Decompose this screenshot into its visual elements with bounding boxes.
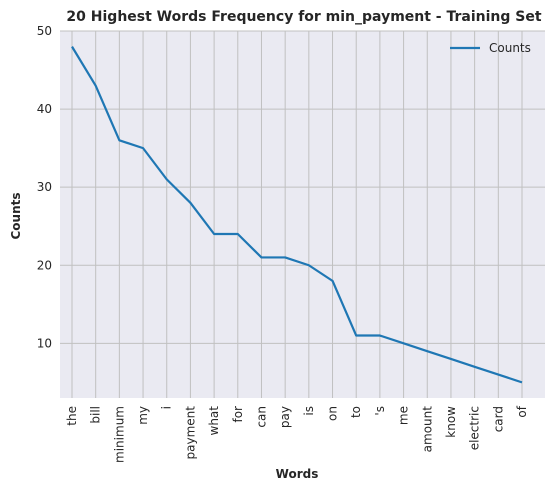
x-tick-label: amount xyxy=(420,406,434,453)
series-line-counts xyxy=(71,46,523,384)
y-tick-label: 20 xyxy=(37,258,52,272)
x-tick-label: what xyxy=(207,406,221,436)
x-tick-label: 's xyxy=(373,406,387,416)
legend: Counts xyxy=(450,41,531,55)
x-axis-label: Words xyxy=(276,467,319,481)
x-tick-label: electric xyxy=(468,406,482,450)
plot-background xyxy=(60,31,545,398)
x-axis-ticks: the bill minimum my i payment what for can pay is o… xyxy=(65,405,529,463)
x-tick-label: card xyxy=(491,406,505,432)
x-tick-label: minimum xyxy=(112,406,126,463)
x-tick-label: for xyxy=(231,406,245,423)
x-tick-label: pay xyxy=(278,406,292,428)
y-tick-label: 10 xyxy=(37,336,52,350)
chart-title: 20 Highest Words Frequency for min_payme… xyxy=(66,9,541,25)
legend-label: Counts xyxy=(489,41,531,55)
y-tick-label: 40 xyxy=(37,102,52,116)
x-tick-label: me xyxy=(397,406,411,425)
y-tick-label: 50 xyxy=(37,24,52,38)
x-tick-label: know xyxy=(444,406,458,438)
x-tick-label: of xyxy=(515,405,529,417)
x-tick-label: can xyxy=(254,406,268,428)
x-tick-label: on xyxy=(326,406,340,421)
x-tick-label: my xyxy=(136,406,150,425)
x-tick-label: i xyxy=(160,406,174,409)
x-tick-label: payment xyxy=(183,406,197,460)
x-tick-label: to xyxy=(349,406,363,418)
x-tick-label: is xyxy=(302,406,316,416)
y-axis-label: Counts xyxy=(9,192,23,239)
grid xyxy=(60,30,545,398)
x-tick-label: bill xyxy=(89,406,103,424)
y-axis-ticks: 10 20 30 40 50 xyxy=(37,24,52,350)
y-tick-label: 30 xyxy=(37,180,52,194)
x-tick-label: the xyxy=(65,406,79,426)
